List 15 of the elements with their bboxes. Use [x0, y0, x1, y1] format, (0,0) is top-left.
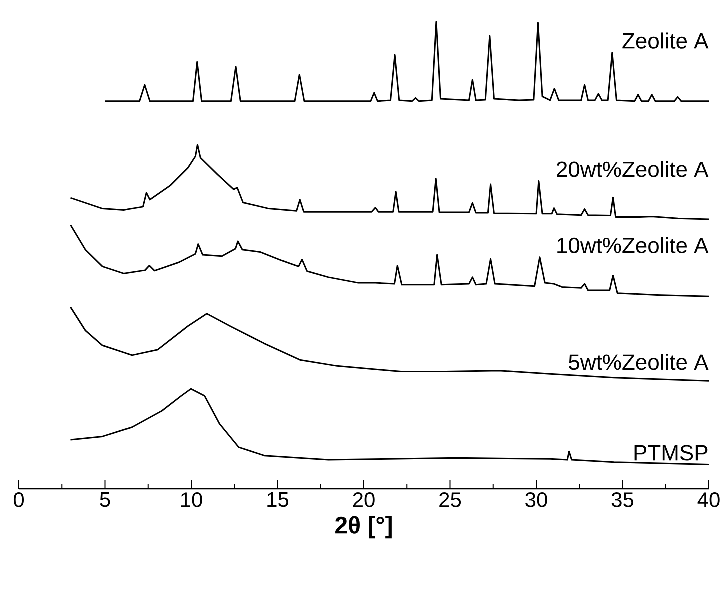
x-tick-label: 35: [612, 492, 634, 508]
series-label: Zeolite A: [622, 32, 709, 49]
series-label: 5wt%Zeolite A: [569, 354, 709, 370]
series-label: 10wt%Zeolite A: [558, 237, 709, 254]
x-tick-label: 30: [526, 492, 548, 508]
x-tick-label: 0: [14, 492, 24, 508]
series-label: PTMSP: [634, 445, 708, 461]
x-tick-label: 25: [440, 492, 462, 508]
x-tick-label: 10: [181, 492, 202, 508]
x-tick-label: 15: [268, 492, 289, 508]
x-tick-label: 20: [353, 492, 375, 508]
x-tick-label: 5: [100, 492, 110, 508]
x-axis-title: 2θ [°]: [336, 516, 392, 539]
x-tick-label: 40: [698, 492, 720, 508]
series-label: 20wt%Zeolite A: [557, 161, 709, 178]
